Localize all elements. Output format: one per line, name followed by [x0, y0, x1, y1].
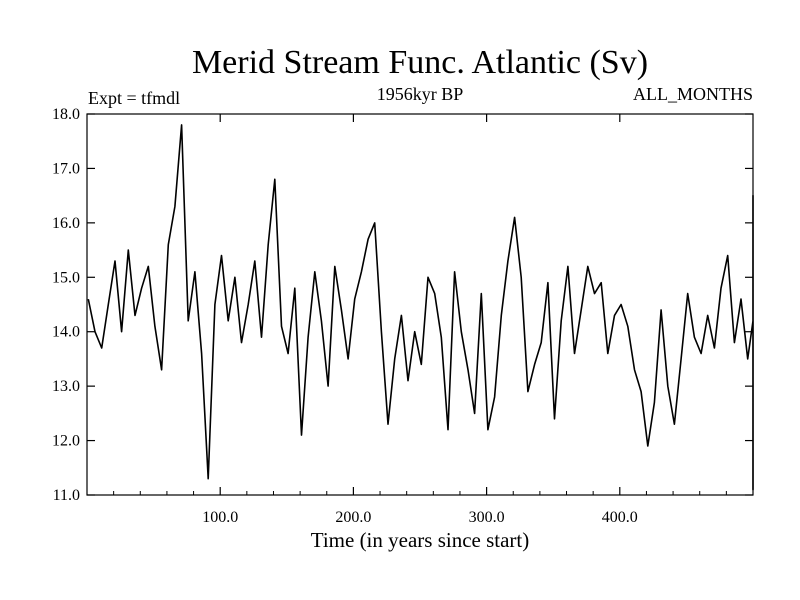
- y-tick-label: 12.0: [52, 433, 80, 450]
- experiment-label: Expt = tfmdl: [88, 88, 180, 108]
- x-tick-label: 100.0: [202, 509, 238, 526]
- y-tick-label: 15.0: [52, 269, 80, 286]
- y-tick-label: 16.0: [52, 215, 80, 232]
- y-tick-label: 18.0: [52, 106, 80, 123]
- chart-subtitle: 1956kyr BP: [377, 84, 464, 104]
- months-label: ALL_MONTHS: [633, 84, 753, 104]
- chart-title: Merid Stream Func. Atlantic (Sv): [192, 44, 648, 81]
- y-tick-label: 14.0: [52, 324, 80, 341]
- y-tick-label: 17.0: [52, 160, 80, 177]
- x-tick-label: 400.0: [602, 509, 638, 526]
- x-axis: 100.0 200.0 300.0 400.0: [113, 114, 727, 526]
- y-tick-label: 13.0: [52, 378, 80, 395]
- y-tick-label: 11.0: [53, 487, 80, 504]
- series-line: [87, 124, 754, 491]
- y-axis: 11.0 12.0 13.0 14.0 15.0 16.0 17.0 18.0: [52, 106, 753, 504]
- plot-frame: [86, 113, 754, 496]
- x-tick-label: 200.0: [335, 509, 371, 526]
- x-axis-label: Time (in years since start): [311, 528, 530, 552]
- x-tick-label: 300.0: [469, 509, 505, 526]
